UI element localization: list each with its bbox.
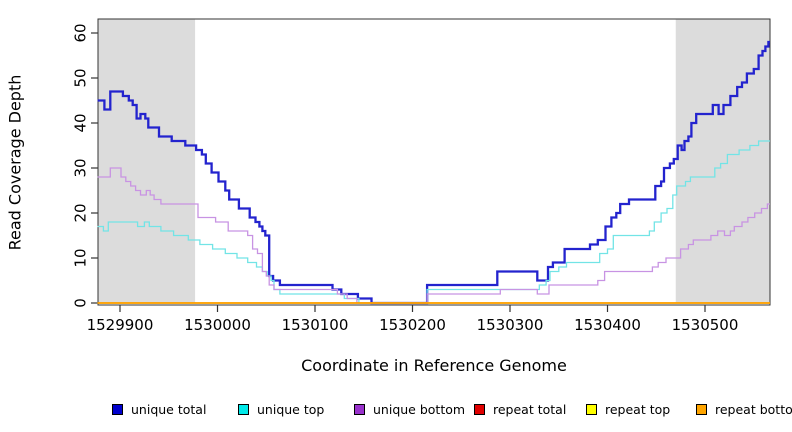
- legend: unique total unique top unique bottom repea…: [0, 399, 792, 423]
- y-tick-label: 20: [72, 203, 90, 222]
- x-tick-label: 1530100: [282, 316, 349, 334]
- legend-swatch-repeat-top: [586, 403, 597, 415]
- y-axis-title: Read Coverage Depth: [5, 74, 25, 251]
- shaded-region-left: [98, 19, 196, 303]
- legend-swatch-unique-total: [112, 403, 123, 415]
- y-tick-label: 50: [72, 68, 90, 87]
- x-tick-label: 1530000: [184, 316, 251, 334]
- legend-label: unique total: [131, 401, 207, 417]
- legend-swatch-repeat-total: [474, 403, 485, 415]
- x-tick-label: 1530500: [672, 316, 739, 334]
- legend-item-repeat-bottom: repeat bottom: [696, 399, 792, 419]
- legend-label: repeat bottom: [715, 401, 792, 417]
- plot-svg: 1529900 1530000 1530100 1530200 1530300 15304…: [72, 18, 771, 334]
- legend-item-unique-total: unique total: [112, 399, 206, 419]
- shaded-region-right: [675, 19, 770, 303]
- y-tick-label: 60: [72, 23, 90, 42]
- x-axis-title: Coordinate in Reference Genome: [301, 356, 567, 375]
- legend-item-repeat-total: repeat total: [474, 399, 566, 419]
- series-unique-total-line: [97, 40, 770, 305]
- legend-item-repeat-top: repeat top: [586, 399, 670, 419]
- y-tick-label: 30: [72, 158, 90, 177]
- series-unique-top-line: [97, 140, 770, 304]
- x-tick-label: 1530400: [574, 316, 641, 334]
- x-tick-label: 1529900: [87, 316, 154, 334]
- legend-label: repeat total: [493, 401, 567, 417]
- y-tick-label: 10: [72, 248, 90, 267]
- legend-item-unique-bottom: unique bottom: [354, 399, 465, 419]
- plot-frame: [97, 18, 771, 306]
- legend-swatch-unique-top: [238, 403, 249, 415]
- x-tick-label: 1530300: [477, 316, 544, 334]
- series-unique-bottom-line: [97, 167, 770, 304]
- x-tick-label: 1530200: [379, 316, 446, 334]
- legend-swatch-repeat-bottom: [696, 403, 707, 415]
- legend-label: unique top: [257, 401, 325, 417]
- legend-item-unique-top: unique top: [238, 399, 324, 419]
- legend-label: unique bottom: [373, 401, 466, 417]
- coverage-step-chart: 1529900 1530000 1530100 1530200 1530300 15304…: [72, 18, 771, 334]
- y-tick-label: 0: [72, 298, 90, 308]
- legend-label: repeat top: [605, 401, 671, 417]
- y-tick-label: 40: [72, 113, 90, 132]
- legend-swatch-unique-bottom: [354, 403, 365, 415]
